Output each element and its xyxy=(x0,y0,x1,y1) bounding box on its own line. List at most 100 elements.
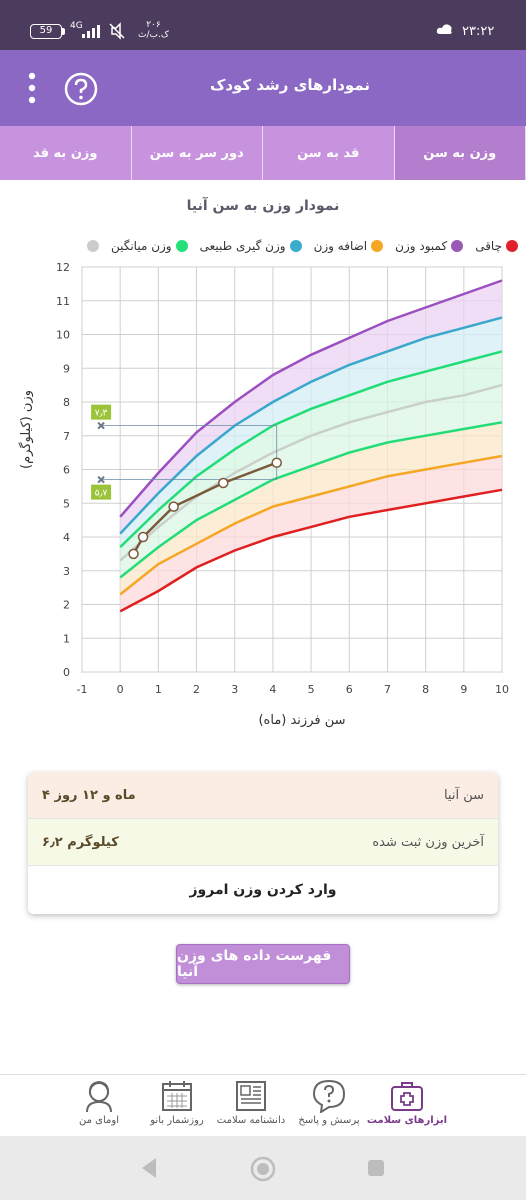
battery-level: 59 xyxy=(39,25,53,36)
marker-tag xyxy=(91,404,112,420)
child-weight-point xyxy=(137,531,149,543)
tab-head-circumference[interactable]: دور سر به سن xyxy=(132,126,263,180)
percentile-band xyxy=(120,422,502,595)
y-axis-label: وزن (کیلوگرم) xyxy=(18,390,34,469)
legend-dot xyxy=(289,240,302,252)
percentile-curve xyxy=(119,279,503,518)
y-tick-label: 3 xyxy=(63,565,70,578)
speed-unit: ک.ب/ث xyxy=(138,30,169,40)
marker-x xyxy=(97,475,105,484)
y-tick-label: 8 xyxy=(63,396,70,409)
percentile-curve xyxy=(119,350,503,548)
percentile-curve xyxy=(119,316,503,535)
percentile-curve xyxy=(119,383,503,562)
recent-apps-icon[interactable] xyxy=(366,1158,386,1178)
percentile-band xyxy=(120,317,502,548)
medical-kit-icon xyxy=(391,1082,423,1111)
nav-label: روزشمار بانو xyxy=(150,1115,204,1126)
x-tick-label: 7 xyxy=(384,683,391,696)
status-bar: 59 4G ۲۰۶ ک.ب/ث ۲۳:۲۲ xyxy=(0,0,526,50)
legend-item[interactable]: چاقی xyxy=(475,236,518,256)
percentile-curve xyxy=(119,421,503,579)
marker-label: ۵٫۷ xyxy=(95,489,108,499)
nav-label: دانشنامه سلامت xyxy=(216,1115,286,1126)
nav-health-tools[interactable]: ابزارهای سلامت xyxy=(362,1079,452,1135)
percentile-band xyxy=(120,385,502,578)
clock: ۲۳:۲۲ xyxy=(462,24,495,39)
x-tick-label: 9 xyxy=(460,683,467,696)
x-tick-label: -1 xyxy=(77,683,88,696)
enter-weight-button[interactable]: وارد کردن وزن امروز xyxy=(28,866,498,914)
marker-label: ۷٫۳ xyxy=(95,409,108,419)
back-icon[interactable] xyxy=(138,1156,160,1180)
page-title: نمودارهای رشد کودک xyxy=(209,76,370,94)
battery-icon: 59 xyxy=(30,24,62,39)
newspaper-icon xyxy=(236,1081,266,1111)
marker-x xyxy=(97,421,105,430)
age-row: ۴ ماه و ۱۲ روز سن آنیا xyxy=(28,772,498,819)
y-tick-label: 7 xyxy=(63,430,70,443)
nav-qa[interactable]: پرسش و پاسخ xyxy=(284,1079,374,1135)
legend-label: چاقی xyxy=(475,239,502,253)
last-weight-row: ۶٫۲ کیلوگرم آخرین وزن ثبت شده xyxy=(28,819,498,866)
home-icon[interactable] xyxy=(250,1156,276,1182)
x-tick-label: 1 xyxy=(155,683,162,696)
speed-value: ۲۰۶ xyxy=(146,20,161,30)
chart-legend: چاقی کمبود وزن اضافه وزن وزن گیری طبیعی … xyxy=(10,236,518,256)
age-value: ۴ ماه و ۱۲ روز xyxy=(42,787,136,803)
nav-label: پرسش و پاسخ xyxy=(298,1115,360,1126)
y-tick-label: 6 xyxy=(63,464,70,477)
weight-list-button[interactable]: فهرست داده های وزن آنیا xyxy=(176,944,350,984)
legend-label: وزن گیری طبیعی xyxy=(199,239,286,253)
legend-dot xyxy=(506,240,518,252)
y-tick-label: 0 xyxy=(63,666,70,679)
help-circle-icon[interactable] xyxy=(64,72,98,106)
x-tick-label: 6 xyxy=(346,683,353,696)
child-weight-point xyxy=(128,548,139,560)
legend-dot xyxy=(86,240,99,252)
nav-calendar[interactable]: روزشمار بانو xyxy=(132,1079,222,1135)
x-tick-label: 2 xyxy=(193,683,200,696)
legend-item[interactable]: کمبود وزن xyxy=(395,236,464,256)
x-tick-label: 3 xyxy=(231,683,238,696)
y-tick-label: 11 xyxy=(56,295,70,308)
cloud-icon xyxy=(436,24,452,34)
nav-label: ابزارهای سلامت xyxy=(366,1115,448,1126)
percentile-curve xyxy=(119,454,503,596)
percentile-band xyxy=(120,456,502,612)
more-vert-icon[interactable] xyxy=(26,70,38,106)
battery-nub xyxy=(62,28,65,35)
question-bubble-icon xyxy=(312,1079,346,1113)
nav-my-profile[interactable]: اومای من xyxy=(54,1079,144,1135)
x-tick-label: 5 xyxy=(308,683,315,696)
legend-dot xyxy=(175,240,188,252)
legend-item[interactable]: اضافه وزن xyxy=(314,236,384,256)
chart-title: نمودار وزن به سن آنیا xyxy=(186,198,340,214)
x-axis-label: سن فرزند (ماه) xyxy=(258,713,345,728)
age-label: سن آنیا xyxy=(443,787,484,803)
legend-item[interactable]: وزن گیری طبیعی xyxy=(200,236,302,256)
last-weight-value: ۶٫۲ کیلوگرم xyxy=(42,834,119,850)
nav-label: اومای من xyxy=(79,1115,119,1126)
legend-item[interactable]: وزن میانگین xyxy=(111,236,188,256)
app-bar: نمودارهای رشد کودک xyxy=(0,50,526,126)
last-weight-label: آخرین وزن ثبت شده xyxy=(372,834,484,850)
x-tick-label: 8 xyxy=(422,683,429,696)
mute-icon xyxy=(109,22,125,40)
percentile-band xyxy=(120,351,502,561)
legend-label: کمبود وزن xyxy=(395,239,448,253)
tab-weight-for-height[interactable]: وزن به قد xyxy=(0,126,132,180)
nav-encyclopedia[interactable]: دانشنامه سلامت xyxy=(206,1079,296,1135)
y-tick-label: 4 xyxy=(63,531,70,544)
legend-item[interactable] xyxy=(83,236,99,256)
tab-height-for-age[interactable]: قد به سن xyxy=(263,126,395,180)
y-tick-label: 9 xyxy=(63,362,70,375)
x-tick-label: 4 xyxy=(269,683,276,696)
legend-dot xyxy=(371,240,384,252)
child-weight-point xyxy=(168,501,179,512)
legend-label: وزن میانگین xyxy=(110,239,172,253)
network-type: 4G xyxy=(70,21,83,31)
y-tick-label: 2 xyxy=(63,599,70,612)
tab-weight-for-age[interactable]: وزن به سن xyxy=(394,126,526,180)
